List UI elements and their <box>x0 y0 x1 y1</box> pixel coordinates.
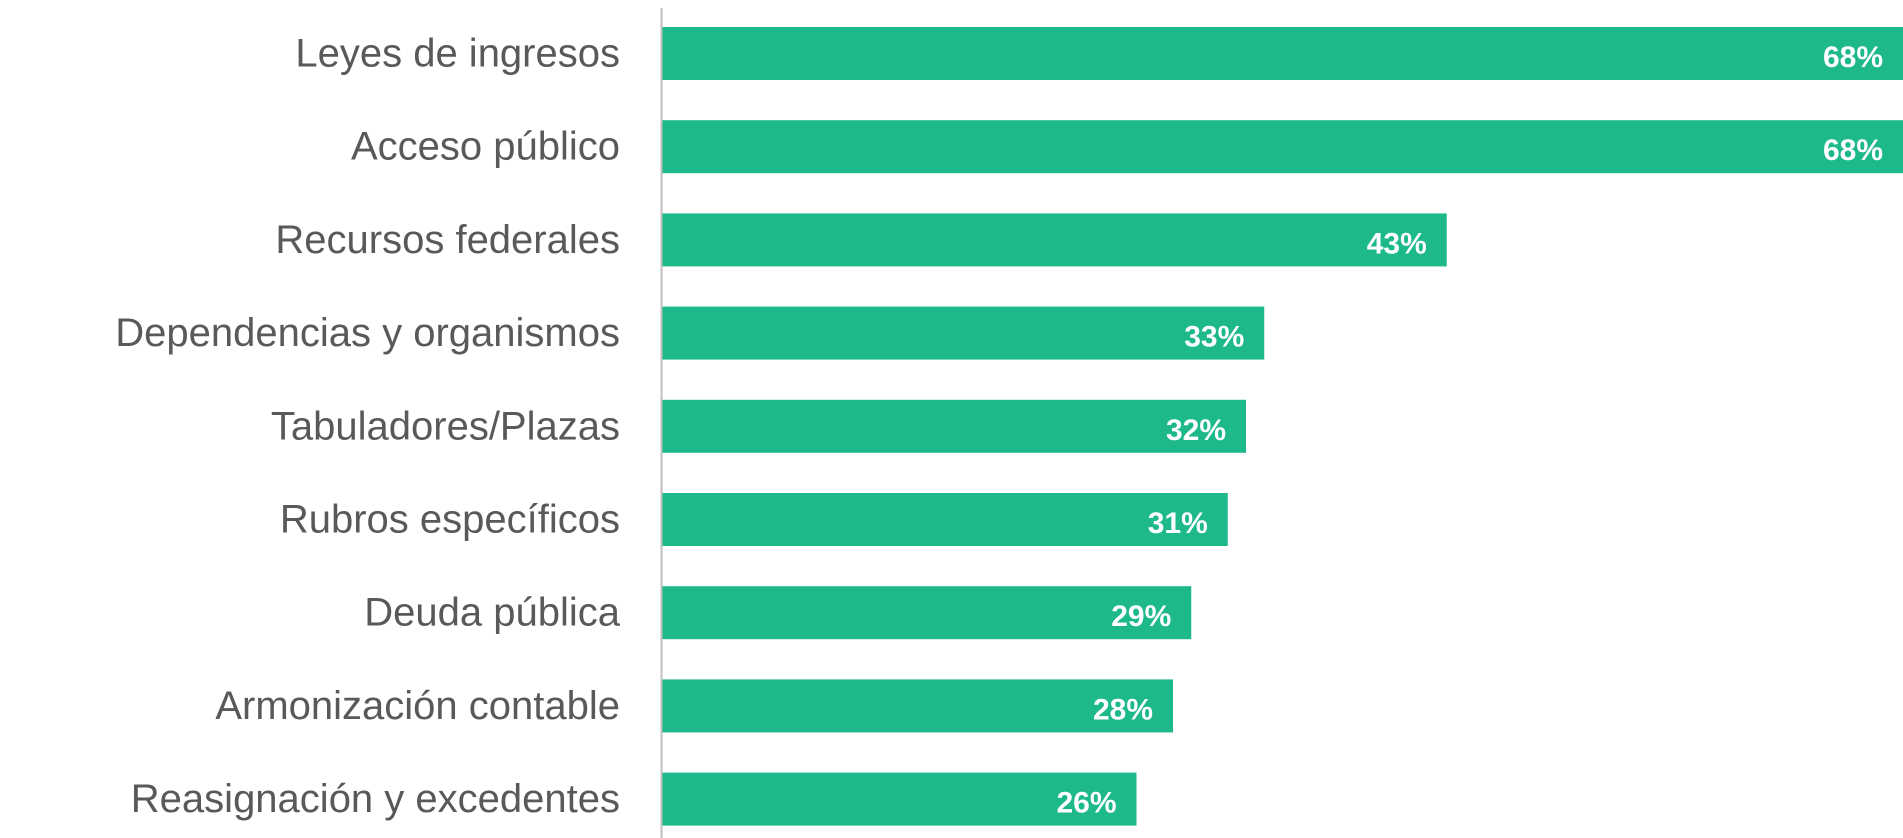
data-label: 31% <box>1148 507 1208 540</box>
category-label: Armonización contable <box>215 684 620 728</box>
category-label: Rubros específicos <box>280 498 620 542</box>
bar <box>662 120 1903 174</box>
data-label: 26% <box>1056 787 1116 820</box>
category-labels-group: Leyes de ingresos Acceso público Recursos … <box>115 32 620 822</box>
data-label: 33% <box>1184 321 1244 354</box>
bars-group <box>662 27 1903 826</box>
category-label: Dependencias y organismos <box>115 311 620 355</box>
bar <box>662 772 1137 826</box>
data-label: 32% <box>1166 414 1226 447</box>
category-label: Recursos federales <box>275 218 620 262</box>
bar <box>662 306 1265 360</box>
category-label: Leyes de ingresos <box>295 32 620 76</box>
bar <box>662 586 1192 640</box>
data-label: 68% <box>1823 41 1883 74</box>
bar <box>662 493 1228 546</box>
bar <box>662 213 1447 267</box>
data-label: 68% <box>1823 134 1883 167</box>
bar <box>662 27 1903 80</box>
category-label: Tabuladores/Plazas <box>271 404 620 448</box>
data-label: 28% <box>1093 693 1153 726</box>
bar <box>662 399 1246 453</box>
category-label: Deuda pública <box>364 591 620 635</box>
bar <box>662 679 1173 733</box>
category-label: Acceso público <box>351 125 620 169</box>
data-label: 29% <box>1111 600 1171 633</box>
category-label: Reasignación y excedentes <box>131 777 620 821</box>
data-label: 43% <box>1367 227 1427 260</box>
data-labels-group: 68% 68% 43% 33% 32% 31% 29% 28% 26% <box>1056 41 1883 820</box>
